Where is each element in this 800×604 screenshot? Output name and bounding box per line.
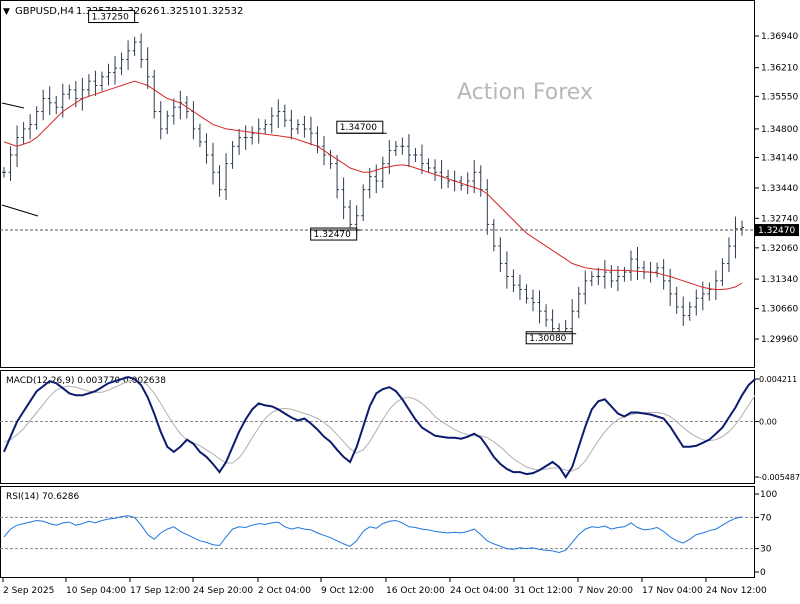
- date-tick-label: 7 Nov 20:00: [578, 586, 633, 596]
- rsi-tick-label: 100: [760, 490, 777, 500]
- rsi-panel-frame: [0, 486, 755, 578]
- price-tick-label: 1.29960: [761, 335, 798, 345]
- ohlc-high: 1.32626: [118, 6, 159, 17]
- annotation-box: [310, 227, 358, 241]
- symbol-timeframe: GBPUSD,H4: [15, 6, 74, 17]
- price-axis: 1.36940 1.36210 1.35550 1.34800 1.34140 1.334…: [755, 32, 798, 345]
- price-tick-label: 1.32740: [761, 214, 798, 224]
- price-tick-label: 1.30660: [761, 305, 798, 315]
- annotation-label: 1.34700: [336, 120, 387, 134]
- current-price-tag: 1.32470: [755, 224, 799, 237]
- ohlc-low: 1.32510: [160, 6, 201, 17]
- ohlc-close: 1.32532: [202, 6, 243, 17]
- annotation-text: 1.34700: [340, 123, 377, 133]
- annotation-text: 1.37250: [92, 13, 129, 23]
- price-tick-label: 1.35550: [761, 92, 798, 102]
- date-tick-label: 2 Oct 04:00: [258, 586, 311, 596]
- date-tick-label: 31 Oct 12:00: [514, 586, 573, 596]
- macd-signal-line: [3, 379, 756, 472]
- rsi-tick-label: 30: [760, 545, 772, 555]
- price-tick-label: 1.36210: [761, 64, 798, 74]
- annotation-text: 1.30080: [529, 334, 566, 344]
- rsi-label: RSI(14) 70.6286: [6, 492, 79, 502]
- rsi-tick-label: 0: [760, 568, 766, 578]
- collapse-triangle-icon[interactable]: ▼: [3, 7, 10, 17]
- trendline-lower[interactable]: [1, 204, 39, 217]
- date-tick-label: 17 Sep 12:00: [130, 586, 190, 596]
- candles-layer: [2, 33, 744, 342]
- date-tick-label: 24 Oct 04:00: [450, 586, 509, 596]
- annotation-text: 1.32470: [314, 230, 351, 240]
- date-tick-label: 17 Nov 04:00: [642, 586, 703, 596]
- date-tick-label: 10 Sep 04:00: [66, 586, 126, 596]
- macd-panel-frame: [0, 370, 755, 484]
- date-tick-label: 16 Oct 20:00: [386, 586, 445, 596]
- annotation-label: 1.30080: [525, 331, 577, 345]
- macd-axis: 0.004211 0.00 -0.005487: [0, 375, 800, 482]
- date-axis: 2 Sep 2025 10 Sep 04:00 17 Sep 12:00 24 Sep…: [2, 578, 767, 596]
- date-tick-label: 24 Nov 12:00: [706, 586, 767, 596]
- date-tick-label: 9 Oct 12:00: [321, 586, 374, 596]
- rsi-axis: 100 70 30 0: [0, 490, 777, 578]
- macd-line: [3, 376, 756, 479]
- rsi-line: [3, 515, 743, 554]
- price-tick-label: 1.36940: [761, 32, 798, 42]
- moving-average-line: [3, 80, 743, 290]
- price-tick-label: 1.31340: [761, 275, 798, 285]
- annotation-label: 1.32470: [310, 227, 361, 241]
- rsi-tick-label: 70: [760, 513, 772, 523]
- macd-tick-label: -0.005487: [759, 473, 800, 482]
- annotation-box: [525, 331, 573, 345]
- price-tick-label: 1.32060: [761, 244, 798, 254]
- price-annotations: 1.37250 1.34700 1.32470 1.30080: [88, 10, 577, 345]
- trendline-upper[interactable]: [1, 102, 25, 109]
- annotation-label: 1.37250: [88, 10, 139, 24]
- price-tick-label: 1.34800: [761, 125, 798, 135]
- watermark-text: Action Forex: [457, 80, 593, 105]
- price-tick-label: 1.33440: [761, 184, 798, 194]
- macd-tick-label: 0.00: [759, 418, 777, 427]
- date-tick-label: 2 Sep 2025: [3, 586, 54, 596]
- svg-text:1.32470: 1.32470: [758, 226, 795, 236]
- macd-tick-label: 0.004211: [759, 375, 797, 384]
- date-tick-label: 24 Sep 20:00: [193, 586, 253, 596]
- price-tick-label: 1.34140: [761, 154, 798, 164]
- macd-label: MACD(12,26,9) 0.003770 0.002638: [6, 376, 166, 386]
- price-panel-frame: [0, 0, 755, 368]
